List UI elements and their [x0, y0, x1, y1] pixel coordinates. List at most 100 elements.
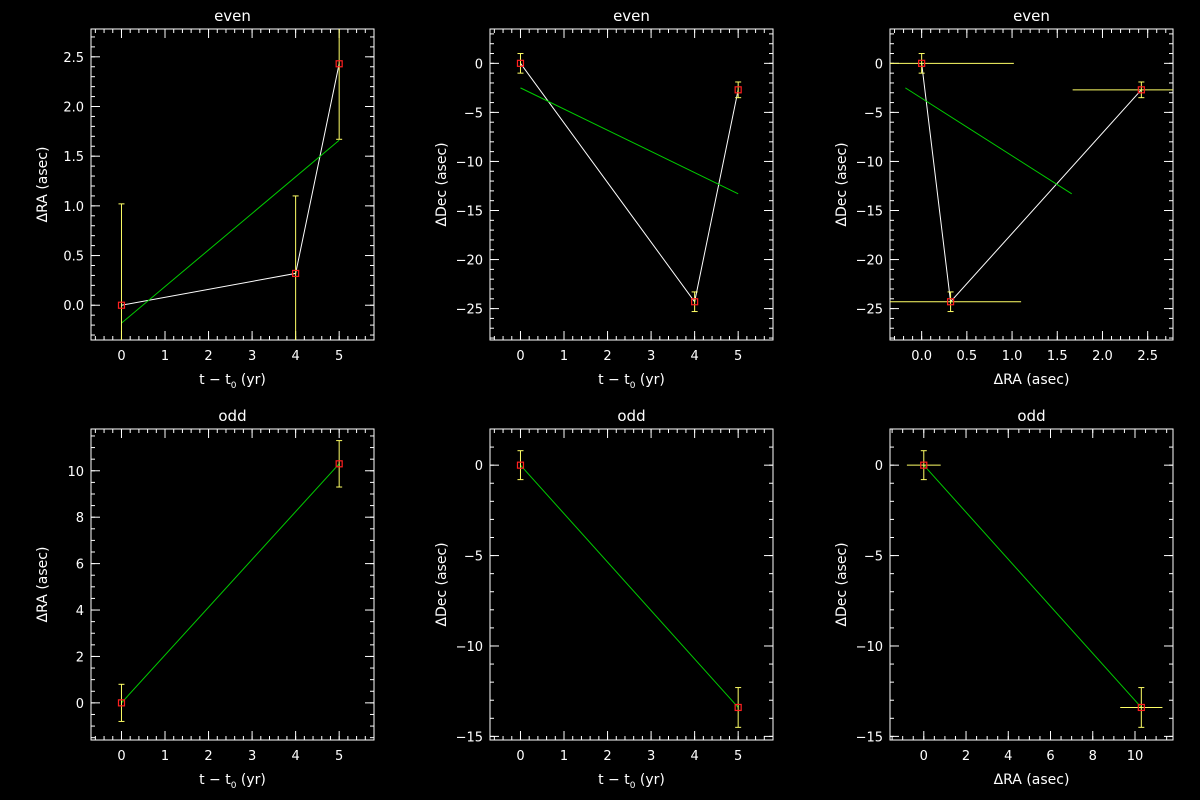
plot-area — [516, 450, 742, 728]
data-point — [335, 60, 343, 68]
y-tick-label: 1.0 — [63, 200, 84, 215]
y-tick-label: −5 — [864, 550, 883, 565]
data-point — [946, 298, 955, 306]
y-tick-label: 0 — [76, 697, 84, 712]
y-tick-label: 2.0 — [63, 101, 84, 116]
y-axis-label: ΔDec (asec) — [834, 142, 850, 226]
x-tick-label: 3 — [248, 749, 256, 764]
x-tick-label: 0 — [117, 749, 125, 764]
x-tick-label: 5 — [335, 349, 343, 364]
x-tick-label: 0 — [920, 749, 928, 764]
data-line — [520, 63, 739, 303]
y-tick-label: 1.5 — [63, 150, 84, 165]
y-tick-label: −20 — [456, 254, 483, 269]
x-axis-label-main: t − t — [199, 772, 231, 788]
x-tick-label: 4 — [690, 749, 698, 764]
y-tick-label: 0.0 — [63, 299, 84, 314]
data-point — [335, 460, 343, 468]
plot-frame — [489, 428, 774, 741]
x-tick-label: 1.5 — [1047, 349, 1068, 364]
x-tick-label: 5 — [734, 749, 742, 764]
x-tick-label: 8 — [1089, 749, 1097, 764]
x-tick-label: 5 — [734, 349, 742, 364]
y-tick-label: −10 — [456, 640, 483, 655]
y-tick-label: −15 — [456, 204, 483, 219]
data-point — [516, 461, 525, 469]
x-axis-label: ΔRA (asec) — [994, 372, 1070, 388]
y-axis-label: ΔDec (asec) — [434, 142, 450, 226]
y-tick-label: 6 — [76, 558, 84, 573]
y-tick-label: 0 — [875, 459, 883, 474]
y-tick-label: −25 — [456, 303, 483, 318]
x-tick-label: 2.0 — [1092, 349, 1113, 364]
data-point — [516, 59, 525, 67]
y-tick-label: −5 — [864, 106, 883, 121]
y-tick-label: 0 — [475, 459, 483, 474]
x-tick-label: 4 — [1004, 749, 1012, 764]
x-tick-label: 1 — [161, 749, 169, 764]
data-point — [117, 699, 126, 707]
panel-3: 0.0 0.5 1.0 1.5 2.0 2.5 0 −5 −10 −15 −20 −25 even ΔRA… — [834, 7, 1174, 388]
data-line — [921, 63, 1142, 303]
y-tick-label: 10 — [67, 465, 84, 480]
y-tick-label: 0.5 — [63, 250, 84, 265]
panel-title: even — [214, 7, 251, 25]
x-axis-label-unit: (yr) — [236, 372, 265, 388]
y-tick-label: −5 — [464, 106, 483, 121]
plot-area — [906, 450, 1163, 728]
x-axis-label: t − t0 (yr) — [199, 372, 266, 391]
x-tick-label: 1 — [161, 349, 169, 364]
y-tick-label: 2 — [76, 650, 84, 665]
x-axis-label-subscript: 0 — [630, 381, 636, 391]
y-tick-label: −10 — [856, 155, 883, 170]
x-axis-label: t − t0 (yr) — [598, 372, 665, 391]
y-tick-label: 2.5 — [63, 51, 84, 66]
x-tick-label: 2 — [204, 749, 212, 764]
panel-title: even — [1013, 7, 1050, 25]
y-tick-label: −15 — [456, 730, 483, 745]
x-tick-label: 0 — [117, 349, 125, 364]
x-axis-label-main: t − t — [598, 372, 630, 388]
x-tick-label: 4 — [291, 349, 299, 364]
x-tick-label: 6 — [1046, 749, 1054, 764]
plot-area — [516, 53, 742, 313]
data-point — [1137, 703, 1145, 712]
x-tick-label: 3 — [248, 349, 256, 364]
y-axis-label: ΔRA (asec) — [35, 547, 51, 623]
x-axis-label: ΔRA (asec) — [994, 772, 1070, 788]
y-axis-label: ΔDec (asec) — [434, 542, 450, 626]
x-tick-label: 4 — [291, 749, 299, 764]
x-axis-label: t − t0 (yr) — [199, 772, 266, 791]
x-tick-label: 1 — [560, 749, 568, 764]
panel-title: odd — [617, 407, 645, 425]
data-point — [918, 59, 926, 67]
x-axis-label-main: ΔRA (asec) — [994, 372, 1070, 388]
y-tick-label: 0 — [875, 57, 883, 72]
plot-area — [117, 29, 343, 340]
x-tick-label: 2 — [204, 349, 212, 364]
y-tick-label: −20 — [856, 254, 883, 269]
panel-title: odd — [1017, 407, 1045, 425]
x-axis-label-main: t − t — [199, 372, 231, 388]
plot-area — [117, 440, 343, 722]
y-tick-label: −5 — [464, 550, 483, 565]
y-tick-label: 8 — [76, 511, 84, 526]
fit-line — [905, 87, 1073, 195]
x-axis-label-main: t − t — [598, 772, 630, 788]
fit-line — [121, 463, 340, 704]
x-axis-label-unit: (yr) — [635, 772, 664, 788]
x-tick-label: 10 — [1127, 749, 1144, 764]
plot-frame — [489, 28, 774, 341]
x-axis-label: t − t0 (yr) — [598, 772, 665, 791]
y-tick-label: −25 — [856, 303, 883, 318]
x-axis-label-unit: (yr) — [635, 372, 664, 388]
plot-frame — [90, 428, 375, 741]
plot-frame — [889, 428, 1174, 741]
x-axis-label-unit: (yr) — [236, 772, 265, 788]
x-tick-label: 5 — [335, 749, 343, 764]
